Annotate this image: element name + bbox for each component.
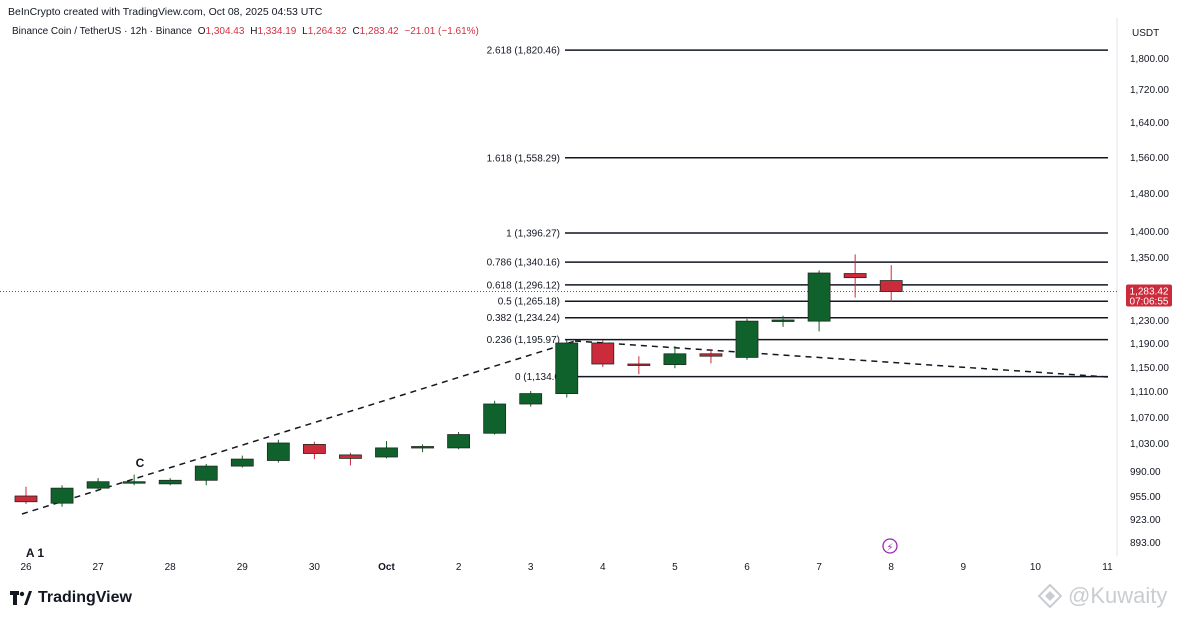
candle-body [555,342,579,394]
x-tick-label: 28 [165,562,177,573]
chart-credit: BeInCrypto created with TradingView.com,… [8,6,323,18]
candle-body [122,481,146,484]
candle-body [411,446,434,449]
y-tick-label: 955.00 [1130,492,1161,503]
open-value: 1,304.43 [205,26,245,37]
open-label: O [197,26,206,37]
candle-body [447,434,471,449]
candle-body [519,393,543,405]
candle-body [50,487,74,504]
y-tick-label: 1,800.00 [1130,54,1169,65]
x-tick-label: 6 [744,562,750,573]
y-tick-label: 1,030.00 [1130,439,1169,450]
candle-body [879,280,903,292]
y-tick-label: 893.00 [1130,538,1161,549]
currency-label: USDT [1132,28,1159,39]
brand-name: TradingView [38,589,132,606]
y-tick-label: 990.00 [1130,467,1161,478]
candle-body [302,443,326,454]
x-tick-label: 7 [816,562,822,573]
close-label: C [352,26,360,37]
candle-body [843,273,867,279]
last-price-tag [1126,284,1172,307]
fib-level-label: 0 (1,134.0 [515,372,560,383]
candle-body [483,403,507,434]
candle-body [663,353,687,365]
y-tick-label: 1,070.00 [1130,413,1169,424]
lightning-icon: ⚡ [886,543,893,554]
low-label: L [302,26,308,37]
candle-body [194,465,218,481]
fib-level-label: 2.618 (1,820.46) [487,46,560,57]
x-tick-label: 29 [237,562,249,573]
low-value: 1,264.32 [307,26,347,37]
x-tick-label: 2 [456,562,462,573]
x-tick-label: 8 [888,562,894,573]
annotation-label: A 1 [26,546,45,560]
last-price-value: 1,283.42 [1130,287,1169,298]
annotation-label: C [136,456,145,470]
y-tick-label: 1,640.00 [1130,118,1169,129]
candle-body [86,481,110,489]
candle-body [627,363,651,366]
high-value: 1,334.19 [257,26,297,37]
candle-body [266,442,290,461]
y-tick-label: 923.00 [1130,515,1161,526]
x-tick-label: 11 [1102,562,1113,573]
fib-level-label: 0.236 (1,195.97) [487,335,560,346]
x-tick-label: 5 [672,562,678,573]
high-label: H [250,26,258,37]
watermark-text: @Kuwaity [1068,583,1168,608]
event-icon [882,538,898,554]
candle-body [375,447,398,458]
candle-body [807,272,831,322]
fib-level-label: 1 (1,396.27) [506,228,560,239]
y-tick-label: 1,350.00 [1130,253,1169,264]
y-tick-label: 1,190.00 [1130,339,1169,350]
candle-body [591,342,615,365]
candle-body [735,320,759,358]
x-tick-label: 9 [961,562,967,573]
fib-level-label: 1.618 (1,558.29) [487,153,560,164]
fib-level-label: 0.786 (1,340.16) [487,258,560,269]
tradingview-icon [10,591,32,605]
x-tick-label: 3 [528,562,534,573]
fib-level-label: 0.5 (1,265.18) [498,297,560,308]
y-tick-label: 1,400.00 [1130,227,1169,238]
x-tick-label: 10 [1030,562,1042,573]
change-value: −21.01 (−1.61%) [404,26,479,37]
y-tick-label: 1,560.00 [1130,153,1169,164]
y-tick-label: 1,110.00 [1130,387,1169,398]
y-tick-label: 1,230.00 [1130,316,1169,327]
x-tick-label: 27 [93,562,105,573]
symbol-name[interactable]: Binance Coin / TetherUS · 12h · Binance [12,26,192,37]
candle-body [699,353,723,357]
watermark: @Kuwaity [1038,583,1167,609]
x-tick-label: 26 [20,562,32,573]
x-tick-label: 30 [309,562,321,573]
watermark-icon [1038,584,1062,608]
candle-body [14,495,38,503]
x-tick-label: 4 [600,562,606,573]
x-tick-label: Oct [378,562,395,573]
y-tick-label: 1,720.00 [1130,85,1169,96]
candle-body [230,458,254,467]
tradingview-logo[interactable]: TradingView [10,589,132,607]
trend-line-down [574,340,1109,378]
fib-level-label: 0.618 (1,296.12) [487,280,560,291]
close-value: 1,283.42 [359,26,399,37]
y-tick-label: 1,150.00 [1130,363,1169,374]
trend-line-up [21,340,576,515]
countdown-value: 07:06:55 [1130,297,1169,308]
fib-level-label: 0.382 (1,234.24) [487,313,560,324]
candle-body [771,319,795,322]
y-tick-label: 1,480.00 [1130,189,1169,200]
candle-body [158,479,182,485]
candle-body [339,454,362,459]
symbol-info: Binance Coin / TetherUS · 12h · Binance … [12,26,479,37]
